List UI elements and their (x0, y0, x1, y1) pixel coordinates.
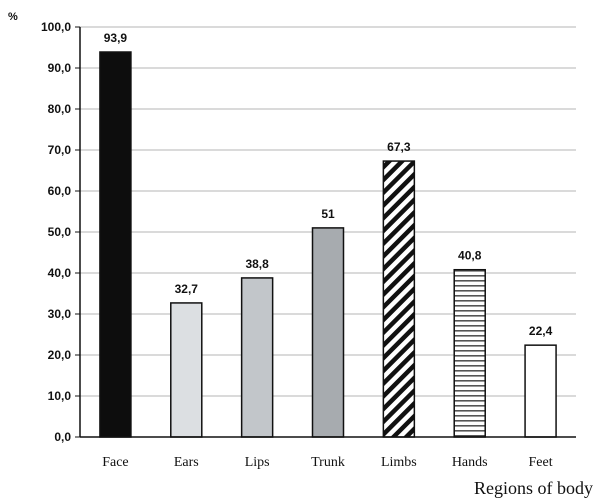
bar-feet (524, 344, 557, 438)
y-axis-unit: % (8, 11, 18, 23)
data-label-trunk: 51 (321, 207, 335, 221)
bar-ears (170, 302, 203, 438)
y-tick-label: 20,0 (48, 348, 72, 362)
x-axis-ticks: Face Ears Lips Trunk Limbs Hands Feet (102, 455, 553, 470)
bars (99, 51, 557, 438)
bar-trunk (311, 227, 345, 438)
x-tick-label-hands: Hands (452, 455, 488, 470)
x-tick-label-feet: Feet (529, 455, 553, 470)
y-tick-label: 40,0 (48, 266, 72, 280)
bar-hands (453, 268, 486, 438)
x-tick-label-face: Face (102, 455, 128, 470)
x-tick-label-trunk: Trunk (311, 455, 345, 470)
data-label-ears: 32,7 (175, 282, 199, 296)
data-label-feet: 22,4 (529, 324, 553, 338)
y-tick-label: 0,0 (54, 430, 71, 444)
x-tick-label-lips: Lips (245, 455, 270, 470)
bar-limbs (382, 160, 416, 438)
y-tick-label: 90,0 (48, 61, 72, 75)
data-label-face: 93,9 (104, 31, 128, 45)
data-labels: 93,9 32,7 38,8 51 67,3 40,8 22,4 (104, 31, 553, 338)
y-axis-ticks: 0,0 10,0 20,0 30,0 40,0 50,0 60,0 70,0 80,0 90,0 1… (41, 20, 80, 444)
x-tick-label-limbs: Limbs (381, 455, 417, 470)
y-tick-label: 60,0 (48, 184, 72, 198)
y-tick-label: 100,0 (41, 20, 71, 34)
x-tick-label-ears: Ears (174, 455, 199, 470)
bar-lips (240, 277, 274, 438)
y-tick-label: 50,0 (48, 225, 72, 239)
y-tick-label: 10,0 (48, 389, 72, 403)
y-tick-label: 80,0 (48, 102, 72, 116)
y-tick-label: 70,0 (48, 143, 72, 157)
x-axis-title: Regions of body (474, 478, 593, 498)
data-label-limbs: 67,3 (387, 140, 411, 154)
data-label-lips: 38,8 (245, 257, 269, 271)
y-tick-label: 30,0 (48, 307, 72, 321)
data-label-hands: 40,8 (458, 249, 482, 263)
bar-face (99, 51, 132, 438)
